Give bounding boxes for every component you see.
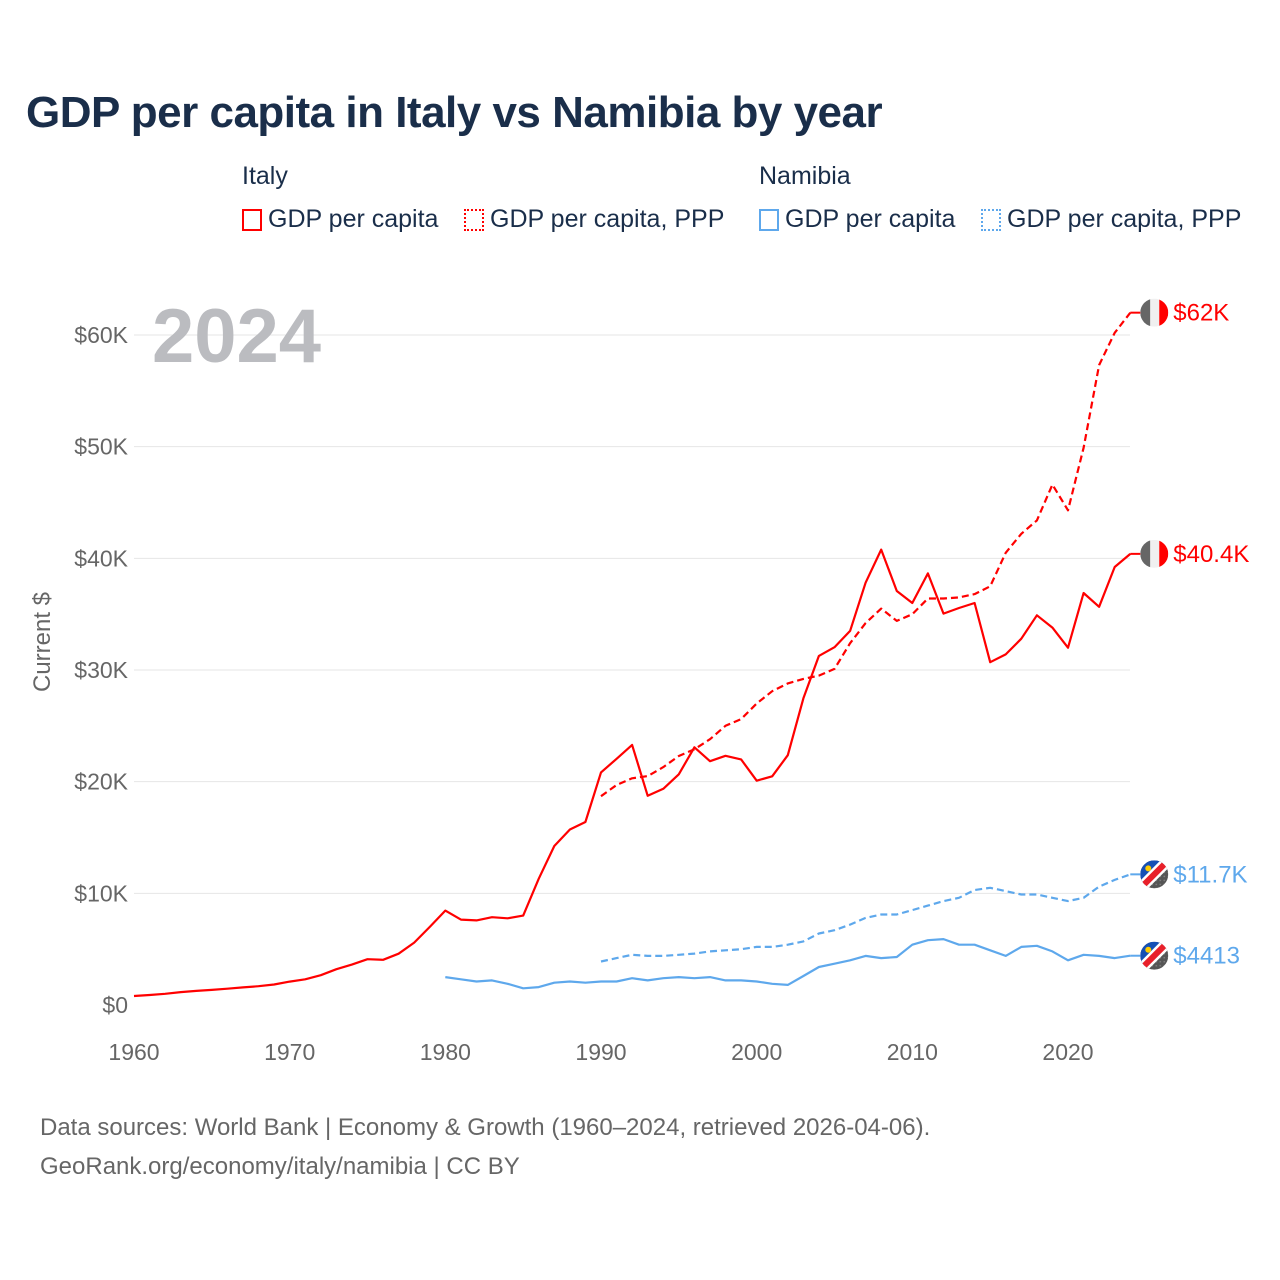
legend-label: GDP per capita (785, 205, 956, 233)
y-axis-label: Current $ (29, 592, 56, 692)
y-tick-label: $40K (74, 545, 128, 571)
namibia-flag-icon (1140, 860, 1169, 889)
end-value-label: $62K (1173, 300, 1229, 327)
x-tick-label: 1990 (575, 1039, 626, 1065)
end-value-label: $11.7K (1173, 861, 1247, 888)
italy-flag-icon (1140, 539, 1169, 568)
legend-swatch-dotted-red (464, 208, 484, 231)
y-tick-label: $10K (74, 880, 128, 906)
x-tick-label: 1970 (264, 1039, 315, 1065)
x-tick-label: 2020 (1042, 1039, 1093, 1065)
flag-sun (1145, 946, 1152, 953)
italy-flag-icon (1140, 298, 1169, 327)
footer-line-1: Data sources: World Bank | Economy & Gro… (40, 1114, 931, 1141)
legend-swatch-solid-red (242, 208, 262, 231)
flag-stripe (1159, 298, 1169, 327)
x-tick-label: 1980 (420, 1039, 471, 1065)
legend-swatch-solid-blue (759, 208, 779, 231)
y-tick-label: $30K (74, 657, 128, 683)
year-watermark: 2024 (152, 294, 321, 379)
end-value-label: $4413 (1173, 943, 1240, 970)
flag-sun (1145, 865, 1152, 872)
flag-stripe (1140, 298, 1151, 327)
flag-body (1140, 298, 1169, 327)
legend-group-italy: Italy (242, 162, 288, 190)
x-tick-label: 2000 (731, 1039, 782, 1065)
legend-label: GDP per capita, PPP (490, 205, 725, 233)
y-tick-label: $0 (102, 992, 128, 1018)
flag-body (1140, 539, 1169, 568)
flag-stripe (1159, 539, 1169, 568)
namibia-flag-icon (1140, 941, 1169, 970)
legend-namibia-gdp[interactable]: GDP per capita (759, 205, 955, 234)
series-line-namibia-gdp-per-capita-ppp (600, 873, 1131, 963)
series-line-italy-gdp-per-capita (133, 548, 1132, 998)
legend-label: GDP per capita, PPP (1007, 205, 1242, 233)
series-line-italy-gdp-per-capita-ppp (600, 312, 1132, 798)
legend-italy-gdp[interactable]: GDP per capita (242, 205, 438, 234)
flag-stripe (1150, 298, 1160, 327)
footer-sources: Data sources: World Bank | Economy & Gro… (40, 1108, 930, 1186)
legend-group-namibia: Namibia (759, 162, 851, 190)
y-tick-label: $50K (74, 434, 128, 460)
flag-body (1140, 941, 1169, 970)
end-value-label: $40.4K (1173, 541, 1249, 568)
legend-swatch-dotted-blue (981, 208, 1001, 231)
chart-title: GDP per capita in Italy vs Namibia by ye… (26, 88, 883, 137)
legend-italy-gdp-ppp[interactable]: GDP per capita, PPP (464, 205, 724, 234)
legend-namibia-gdp-ppp[interactable]: GDP per capita, PPP (981, 205, 1241, 234)
flag-stripe (1150, 539, 1160, 568)
x-tick-label: 2010 (887, 1039, 938, 1065)
footer-line-2[interactable]: GeoRank.org/economy/italy/namibia | CC B… (40, 1153, 520, 1180)
y-tick-label: $60K (74, 322, 128, 348)
series-line-namibia-gdp-per-capita (445, 938, 1131, 990)
flag-stripe (1140, 539, 1151, 568)
y-tick-label: $20K (74, 769, 128, 795)
legend-label: GDP per capita (268, 205, 439, 233)
flag-body (1140, 860, 1169, 889)
x-tick-label: 1960 (108, 1039, 159, 1065)
